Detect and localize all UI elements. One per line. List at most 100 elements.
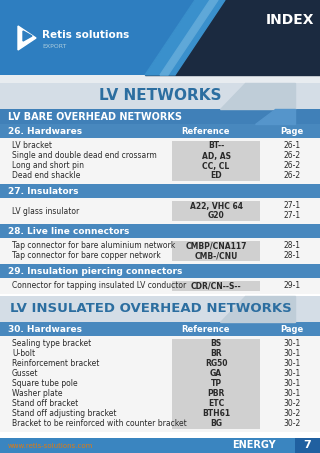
Text: Sealing type bracket: Sealing type bracket — [12, 339, 91, 348]
Bar — [0, 278, 320, 294]
Text: Page: Page — [280, 126, 304, 135]
Bar — [172, 339, 260, 429]
Text: LV NETWORKS: LV NETWORKS — [99, 88, 221, 103]
Text: Retis solutions: Retis solutions — [42, 30, 129, 40]
Text: ETC: ETC — [208, 400, 224, 409]
Text: RG50: RG50 — [205, 360, 227, 368]
Bar — [172, 281, 260, 291]
Text: Washer plate: Washer plate — [12, 390, 62, 399]
Text: Dead end shackle: Dead end shackle — [12, 172, 80, 180]
Text: 26. Hardwares: 26. Hardwares — [8, 126, 82, 135]
Text: Page: Page — [280, 324, 304, 333]
Text: INDEX: INDEX — [266, 13, 315, 27]
Text: 27. Insulators: 27. Insulators — [8, 187, 78, 196]
Text: 30-1: 30-1 — [284, 360, 300, 368]
Text: 26-1: 26-1 — [284, 141, 300, 150]
Bar — [172, 141, 260, 181]
Text: G20: G20 — [208, 212, 224, 221]
Bar — [172, 241, 260, 261]
Text: 28-1: 28-1 — [284, 241, 300, 251]
Text: CMBP/CNA117: CMBP/CNA117 — [185, 241, 247, 251]
Bar — [0, 296, 320, 322]
Text: A22, VHC 64: A22, VHC 64 — [189, 202, 243, 211]
Text: Stand off adjusting bracket: Stand off adjusting bracket — [12, 410, 116, 419]
Text: Square tube pole: Square tube pole — [12, 380, 78, 389]
Text: BR: BR — [210, 350, 222, 358]
Bar — [0, 322, 320, 336]
Text: www.retis-solutions.com: www.retis-solutions.com — [8, 443, 93, 448]
Bar — [0, 0, 320, 75]
Text: GA: GA — [210, 370, 222, 379]
Text: 29. Insulation piercing connectors: 29. Insulation piercing connectors — [8, 266, 182, 275]
Text: 7: 7 — [303, 440, 311, 450]
Text: Reinforcement bracket: Reinforcement bracket — [12, 360, 100, 368]
Bar — [0, 184, 320, 198]
Bar — [295, 438, 320, 453]
Polygon shape — [255, 109, 295, 124]
Text: 28-1: 28-1 — [284, 251, 300, 260]
Text: ED: ED — [210, 172, 222, 180]
Text: Stand off bracket: Stand off bracket — [12, 400, 78, 409]
Text: 27-1: 27-1 — [284, 212, 300, 221]
Bar — [0, 224, 320, 238]
Text: 30-1: 30-1 — [284, 390, 300, 399]
Text: CC, CL: CC, CL — [202, 162, 230, 170]
Polygon shape — [145, 0, 320, 75]
Bar — [0, 264, 320, 278]
Text: CDR/CN--S--: CDR/CN--S-- — [191, 281, 241, 290]
Text: LV INSULATED OVERHEAD NETWORKS: LV INSULATED OVERHEAD NETWORKS — [10, 303, 292, 315]
Polygon shape — [160, 0, 218, 75]
Text: Bracket to be reinforced with counter bracket: Bracket to be reinforced with counter br… — [12, 419, 187, 429]
Text: 28. Live line connectors: 28. Live line connectors — [8, 226, 129, 236]
Text: Tap connector for bare copper network: Tap connector for bare copper network — [12, 251, 161, 260]
Text: 30-1: 30-1 — [284, 370, 300, 379]
Text: 30. Hardwares: 30. Hardwares — [8, 324, 82, 333]
Text: 26-2: 26-2 — [284, 162, 300, 170]
Text: 30-1: 30-1 — [284, 380, 300, 389]
Text: 30-2: 30-2 — [284, 419, 300, 429]
Polygon shape — [145, 0, 225, 75]
Polygon shape — [23, 31, 32, 41]
Text: 29-1: 29-1 — [284, 281, 300, 290]
Bar — [0, 75, 320, 83]
Text: Single and double dead end crossarm: Single and double dead end crossarm — [12, 151, 157, 160]
Text: BS: BS — [211, 339, 221, 348]
Text: CMB-/CNU: CMB-/CNU — [194, 251, 238, 260]
Text: Reference: Reference — [181, 324, 229, 333]
Bar — [0, 138, 320, 184]
Text: BT--: BT-- — [208, 141, 224, 150]
Bar — [0, 238, 320, 264]
Polygon shape — [220, 83, 295, 109]
Bar — [0, 336, 320, 432]
Text: Connector for tapping insulated LV conductor: Connector for tapping insulated LV condu… — [12, 281, 186, 290]
Bar — [0, 124, 320, 138]
Text: LV glass insulator: LV glass insulator — [12, 207, 79, 216]
Text: 30-2: 30-2 — [284, 400, 300, 409]
Text: TP: TP — [211, 380, 221, 389]
Polygon shape — [220, 296, 295, 322]
Bar — [172, 201, 260, 221]
Text: 30-1: 30-1 — [284, 339, 300, 348]
Text: 30-2: 30-2 — [284, 410, 300, 419]
Text: U-bolt: U-bolt — [12, 350, 35, 358]
Text: EXPORT: EXPORT — [42, 43, 66, 48]
Text: Long and short pin: Long and short pin — [12, 162, 84, 170]
Bar — [0, 83, 320, 109]
Polygon shape — [18, 26, 36, 50]
Text: LV BARE OVERHEAD NETWORKS: LV BARE OVERHEAD NETWORKS — [8, 111, 182, 121]
Text: Tap connector for bare aluminium network: Tap connector for bare aluminium network — [12, 241, 175, 251]
Text: LV bracket: LV bracket — [12, 141, 52, 150]
Text: 26-2: 26-2 — [284, 172, 300, 180]
Text: ENERGY: ENERGY — [232, 440, 276, 450]
Text: 27-1: 27-1 — [284, 202, 300, 211]
Bar — [0, 198, 320, 224]
Text: BG: BG — [210, 419, 222, 429]
Bar — [0, 438, 320, 453]
Text: BTH61: BTH61 — [202, 410, 230, 419]
Text: Gusset: Gusset — [12, 370, 38, 379]
Text: AD, AS: AD, AS — [202, 151, 230, 160]
Text: 30-1: 30-1 — [284, 350, 300, 358]
Text: 26-2: 26-2 — [284, 151, 300, 160]
Bar — [0, 109, 320, 124]
Text: Reference: Reference — [181, 126, 229, 135]
